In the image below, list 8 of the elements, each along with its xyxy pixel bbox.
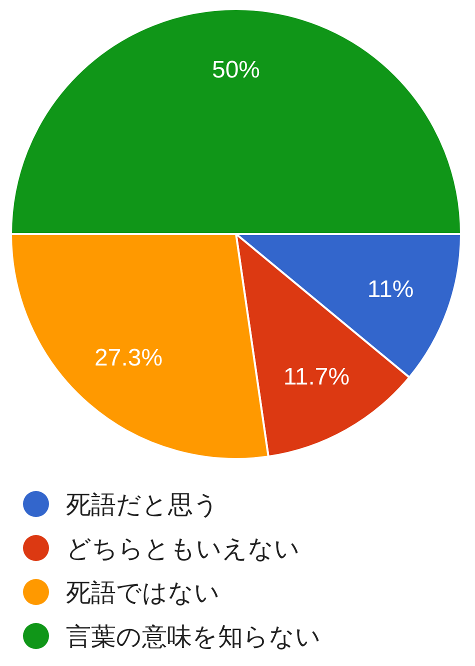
legend-label: どちらともいえない — [66, 534, 300, 564]
legend-label: 言葉の意味を知らない — [66, 622, 321, 652]
legend-label: 死語だと思う — [66, 490, 219, 520]
data-label: 11% — [367, 276, 414, 304]
legend-label: 死語ではない — [66, 578, 220, 608]
data-label: 50% — [212, 56, 260, 84]
data-label: 11.7% — [283, 364, 350, 391]
data-label: 27.3% — [94, 344, 163, 372]
